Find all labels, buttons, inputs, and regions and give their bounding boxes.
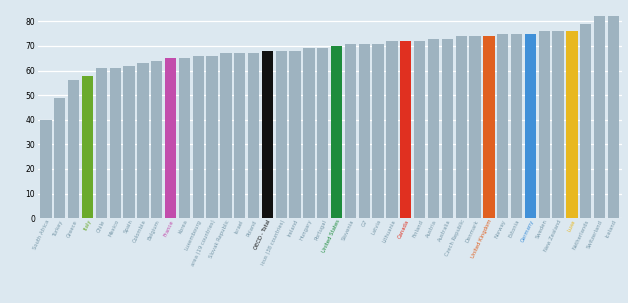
Bar [137, 63, 149, 218]
Bar [262, 51, 273, 218]
Bar [151, 61, 163, 218]
Bar [372, 44, 384, 218]
Bar [276, 51, 287, 218]
Bar [594, 16, 605, 218]
Bar [539, 31, 550, 218]
Bar [386, 41, 398, 218]
Bar [441, 38, 453, 218]
Bar [317, 48, 328, 218]
Bar [193, 56, 204, 218]
Bar [68, 80, 79, 218]
Bar [109, 68, 121, 218]
Bar [566, 31, 578, 218]
Bar [525, 34, 536, 218]
Bar [207, 56, 218, 218]
Bar [165, 58, 176, 218]
Bar [400, 41, 411, 218]
Bar [82, 75, 93, 218]
Bar [580, 24, 592, 218]
Bar [290, 51, 301, 218]
Bar [469, 36, 480, 218]
Bar [455, 36, 467, 218]
Bar [248, 53, 259, 218]
Bar [345, 44, 356, 218]
Bar [483, 36, 494, 218]
Bar [331, 46, 342, 218]
Bar [179, 58, 190, 218]
Bar [234, 53, 246, 218]
Bar [608, 16, 619, 218]
Bar [40, 120, 51, 218]
Bar [511, 34, 522, 218]
Bar [303, 48, 315, 218]
Bar [123, 66, 134, 218]
Bar [220, 53, 232, 218]
Bar [553, 31, 564, 218]
Bar [54, 98, 65, 218]
Bar [414, 41, 425, 218]
Bar [359, 44, 370, 218]
Bar [428, 38, 439, 218]
Bar [95, 68, 107, 218]
Bar [497, 34, 509, 218]
